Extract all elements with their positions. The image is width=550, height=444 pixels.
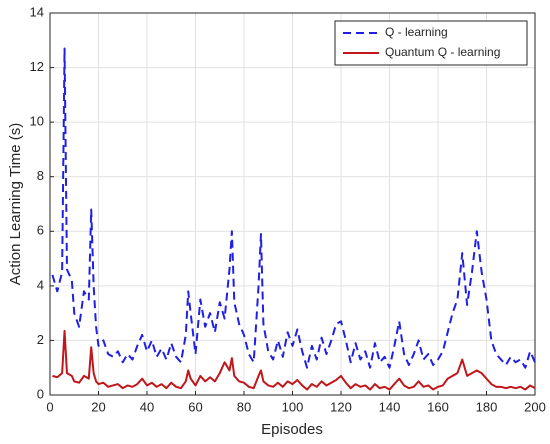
legend-label: Q - learning — [385, 25, 448, 39]
x-axis-label: Episodes — [261, 421, 323, 438]
x-tick-label: 40 — [140, 399, 154, 414]
x-tick-label: 160 — [427, 399, 449, 414]
x-tick-label: 200 — [524, 399, 546, 414]
x-tick-label: 140 — [379, 399, 401, 414]
legend-box — [334, 20, 528, 66]
plot-frame — [49, 12, 536, 396]
y-axis-label: Action Learning Time (s) — [7, 123, 24, 286]
y-tick-label: 0 — [37, 386, 44, 401]
y-tick-label: 14 — [30, 4, 44, 19]
y-tick-label: 12 — [30, 59, 44, 74]
x-tick-label: 0 — [46, 399, 53, 414]
series-line — [52, 329, 536, 391]
x-tick-label: 120 — [330, 399, 352, 414]
legend-label: Quantum Q - learning — [385, 45, 500, 59]
y-tick-label: 8 — [37, 168, 44, 183]
y-tick-label: 6 — [37, 223, 44, 238]
y-tick-label: 10 — [30, 114, 44, 129]
x-tick-label: 80 — [237, 399, 251, 414]
y-tick-label: 4 — [37, 277, 44, 292]
x-tick-label: 100 — [282, 399, 304, 414]
x-tick-label: 20 — [91, 399, 105, 414]
x-tick-label: 60 — [188, 399, 202, 414]
series-line — [51, 47, 536, 369]
x-tick-label: 180 — [476, 399, 498, 414]
y-tick-label: 2 — [37, 332, 44, 347]
